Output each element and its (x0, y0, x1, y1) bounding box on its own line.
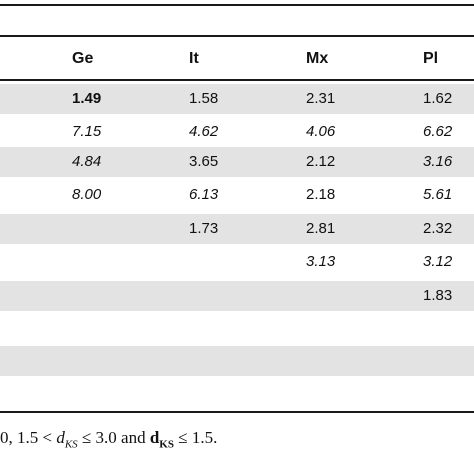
table-cell: 6.13 (189, 186, 219, 203)
table-row: 1.73 2.81 2.32 (0, 214, 474, 244)
table-cell: 1.62 (423, 90, 453, 107)
table-row: 7.15 4.62 4.06 6.62 (0, 117, 474, 147)
table-row: 1.83 (0, 281, 474, 311)
table-cell: 4.06 (306, 123, 336, 140)
table-footnote: 0, 1.5 < dKS ≤ 3.0 and dKS ≤ 1.5. (0, 428, 217, 450)
table-cell: 2.12 (306, 153, 336, 170)
column-header-pl: Pl (423, 50, 439, 67)
column-header-ge: Ge (72, 50, 94, 67)
table-cell: 2.81 (306, 220, 336, 237)
table-cell: 3.16 (423, 153, 453, 170)
table-cell: 3.12 (423, 253, 453, 270)
table-cell: 5.61 (423, 186, 453, 203)
table-row: 1.49 1.58 2.31 1.62 (0, 84, 474, 114)
table-cell: 4.62 (189, 123, 219, 140)
table-cell: 3.65 (189, 153, 219, 170)
table-cell: 2.32 (423, 220, 453, 237)
table-cell: 6.62 (423, 123, 453, 140)
table-cell: 1.73 (189, 220, 219, 237)
table-cell: 1.49 (72, 90, 102, 107)
table-cell: 8.00 (72, 186, 102, 203)
table-cell: 1.83 (423, 287, 453, 304)
footnote-suffix: ≤ 1.5. (173, 428, 218, 447)
table-row (0, 346, 474, 376)
table-top-rule (0, 4, 474, 6)
table-cell: 2.31 (306, 90, 336, 107)
table-row: 3.13 3.12 (0, 247, 474, 277)
table-cell: 1.58 (189, 90, 219, 107)
column-header-it: It (189, 50, 199, 67)
table-bottom-rule (0, 411, 474, 413)
footnote-d-italic: d (56, 428, 65, 447)
header-top-rule (0, 35, 474, 37)
table-row: 8.00 6.13 2.18 5.61 (0, 180, 474, 210)
header-bottom-rule (0, 79, 474, 81)
footnote-middle: ≤ 3.0 and (77, 428, 150, 447)
table-cell: 3.13 (306, 253, 336, 270)
table-cell: 7.15 (72, 123, 102, 140)
table-cell: 2.18 (306, 186, 336, 203)
table-row: 4.84 3.65 2.12 3.16 (0, 147, 474, 177)
table-cell: 4.84 (72, 153, 102, 170)
footnote-ks-subscript-bold: KS (159, 438, 174, 451)
footnote-ks-subscript-italic: KS (64, 438, 78, 451)
table-row (0, 314, 474, 344)
footnote-prefix: 0, 1.5 < (0, 428, 57, 447)
column-header-mx: Mx (306, 50, 329, 67)
footnote-d-bold: d (149, 428, 160, 447)
